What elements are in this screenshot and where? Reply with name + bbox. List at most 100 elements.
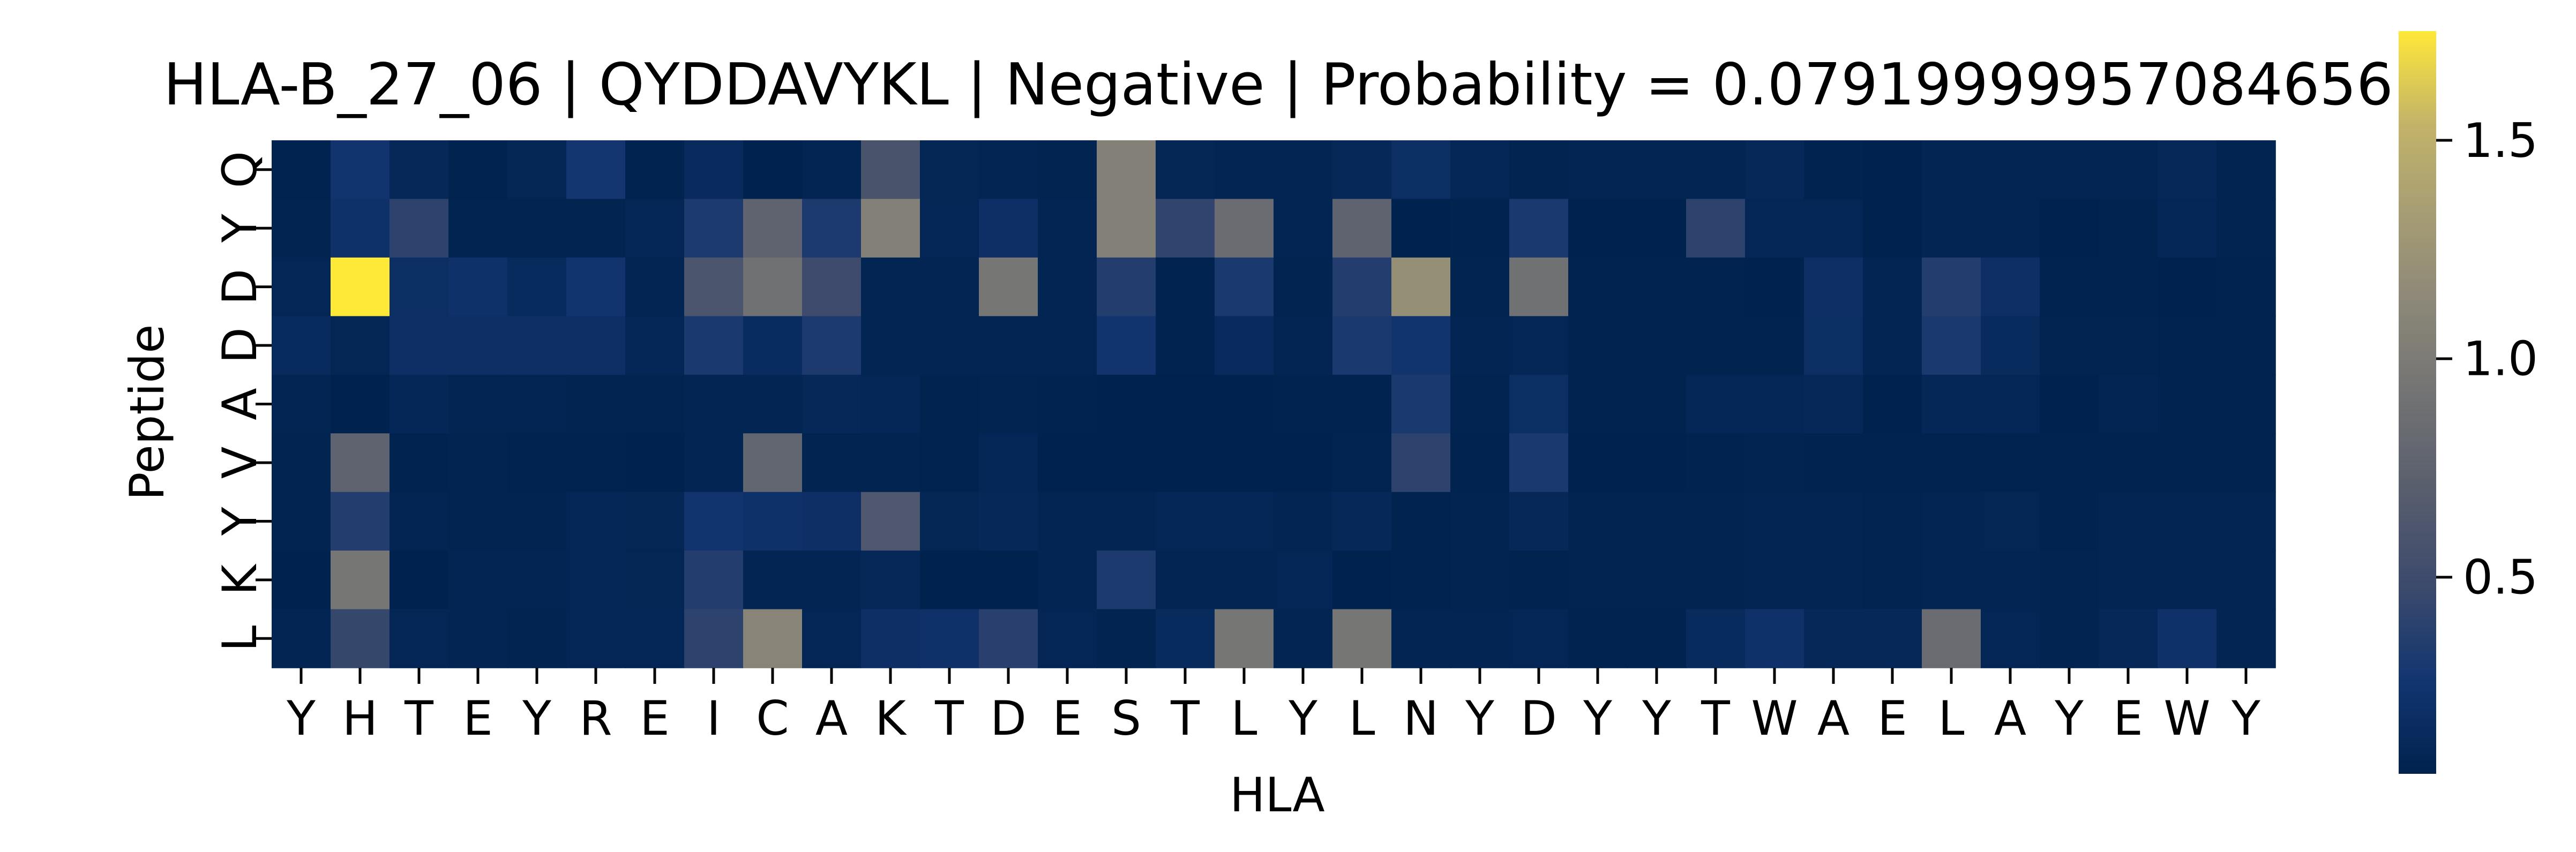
heatmap-cell	[1745, 433, 1804, 493]
heatmap-cell	[1450, 492, 1510, 551]
x-tick-label: K	[875, 691, 907, 746]
heatmap-cell	[1097, 609, 1156, 668]
heatmap-cell	[1391, 199, 1451, 258]
heatmap-cell	[920, 199, 979, 258]
heatmap-cell	[1215, 433, 1274, 493]
x-tick-label: E	[2113, 691, 2143, 746]
y-tick-label: A	[212, 388, 267, 420]
heatmap-cell	[743, 199, 803, 258]
heatmap-cell	[507, 609, 567, 668]
heatmap-cell	[802, 433, 862, 493]
heatmap-cell	[1509, 492, 1569, 551]
heatmap-cell	[1156, 374, 1215, 434]
heatmap-cell	[1038, 609, 1097, 668]
heatmap-cell	[2216, 316, 2276, 375]
heatmap-cell	[331, 374, 390, 434]
heatmap-cell	[390, 551, 449, 610]
heatmap-cell	[861, 374, 920, 434]
heatmap-cell	[1332, 492, 1392, 551]
x-tick-label: T	[934, 691, 964, 746]
heatmap-cell	[1274, 433, 1333, 493]
heatmap-cell	[1745, 374, 1804, 434]
y-tick-label: Q	[212, 151, 267, 188]
heatmap-cell	[1627, 257, 1687, 317]
heatmap-cell	[566, 257, 626, 317]
heatmap-cell	[2216, 551, 2276, 610]
heatmap-cell	[2099, 316, 2158, 375]
heatmap-cell	[2216, 433, 2276, 493]
heatmap-cell	[1274, 316, 1333, 375]
heatmap-cell	[272, 140, 331, 200]
heatmap-cell	[684, 199, 744, 258]
heatmap-cell	[1038, 140, 1097, 200]
heatmap-cell	[1156, 316, 1215, 375]
heatmap-cell	[625, 257, 685, 317]
y-tick-label: L	[212, 625, 267, 652]
heatmap-cell	[566, 140, 626, 200]
heatmap-cell	[1332, 316, 1392, 375]
heatmap-cell	[1863, 374, 1922, 434]
x-tick-label: D	[990, 691, 1027, 746]
heatmap-cell	[1391, 551, 1451, 610]
heatmap-cell	[1215, 492, 1274, 551]
x-tick-label: A	[1817, 691, 1849, 746]
heatmap-cell	[390, 609, 449, 668]
heatmap-cell	[1981, 374, 2040, 434]
heatmap-cell	[1922, 492, 1981, 551]
heatmap-cell	[1450, 433, 1510, 493]
heatmap-cell	[2099, 609, 2158, 668]
heatmap-cell	[625, 492, 685, 551]
heatmap-cell	[2040, 609, 2099, 668]
heatmap-cell	[1274, 492, 1333, 551]
heatmap-cell	[1391, 433, 1451, 493]
heatmap-cell	[390, 140, 449, 200]
heatmap-cell	[1274, 374, 1333, 434]
heatmap-cell	[1097, 492, 1156, 551]
heatmap-cell	[1568, 257, 1628, 317]
heatmap-cell	[1274, 140, 1333, 200]
heatmap-cell	[861, 199, 920, 258]
x-tick-label: Y	[1642, 691, 1671, 746]
heatmap-cell	[1450, 140, 1510, 200]
heatmap-cell	[743, 492, 803, 551]
heatmap-cell	[1686, 140, 1746, 200]
x-tick-label: H	[342, 691, 378, 746]
y-axis-ticks: QYDDAVYKL	[212, 151, 272, 652]
heatmap-cell	[1450, 257, 1510, 317]
heatmap-cell	[566, 316, 626, 375]
heatmap-cell	[1922, 257, 1981, 317]
heatmap-cell	[1391, 316, 1451, 375]
heatmap-cell	[920, 316, 979, 375]
heatmap-cell	[920, 551, 979, 610]
heatmap-cell	[1332, 551, 1392, 610]
heatmap-cell	[448, 609, 508, 668]
heatmap-cell	[2040, 433, 2099, 493]
heatmap-cell	[1627, 316, 1687, 375]
heatmap-cell	[1568, 199, 1628, 258]
heatmap-cell	[1332, 199, 1392, 258]
heatmap-cell	[1332, 609, 1392, 668]
heatmap-cell	[743, 257, 803, 317]
heatmap-cell	[1981, 551, 2040, 610]
heatmap-cell	[2099, 551, 2158, 610]
heatmap-cell	[1215, 316, 1274, 375]
heatmap-cell	[272, 316, 331, 375]
heatmap-cell	[2158, 316, 2217, 375]
heatmap-cell	[684, 140, 744, 200]
heatmap-cell	[1568, 492, 1628, 551]
heatmap-cell	[1097, 374, 1156, 434]
heatmap-cell	[1804, 609, 1863, 668]
heatmap-cell	[979, 609, 1038, 668]
heatmap-cell	[2158, 374, 2217, 434]
heatmap-cell	[507, 374, 567, 434]
heatmap-cell	[861, 551, 920, 610]
heatmap-cell	[1922, 199, 1981, 258]
heatmap-cell	[448, 257, 508, 317]
heatmap-cell	[1274, 257, 1333, 317]
colorbar	[2399, 31, 2436, 774]
x-tick-label: Y	[2054, 691, 2084, 746]
heatmap-cell	[979, 140, 1038, 200]
y-tick-label: D	[212, 327, 267, 364]
heatmap-cell	[920, 433, 979, 493]
heatmap-cell	[684, 609, 744, 668]
